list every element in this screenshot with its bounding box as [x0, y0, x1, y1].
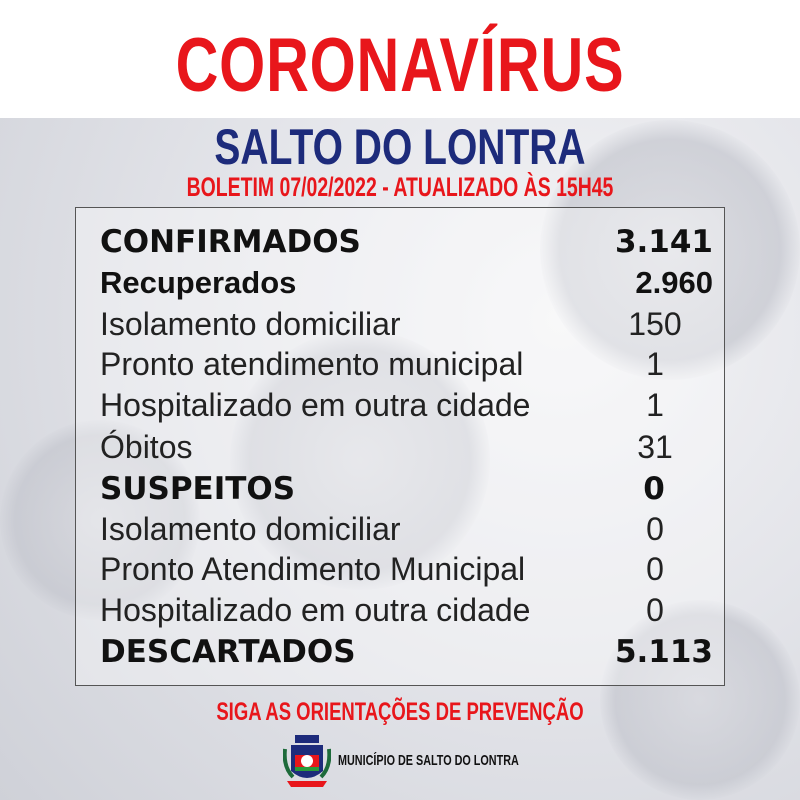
row-value: 3.141 [614, 223, 713, 260]
virus-background-shape [600, 600, 800, 800]
row-isolamento: Isolamento domiciliar 150 [100, 304, 715, 345]
virus-background-shape [540, 120, 800, 380]
row-label: CONFIRMADOS [100, 223, 361, 260]
row-label: SUSPEITOS [100, 470, 296, 507]
row-label: Hospitalizado em outra cidade [100, 592, 531, 628]
row-label: DESCARTADOS [100, 633, 356, 670]
row-recuperados: Recuperados 2.960 [100, 262, 715, 303]
row-value: 31 [637, 429, 673, 465]
row-label: Óbitos [100, 429, 193, 465]
row-value: 0 [643, 470, 665, 507]
city-name: SALTO DO LONTRA [214, 119, 586, 175]
municipality-name: MUNICÍPIO DE SALTO DO LONTRA [338, 752, 519, 769]
row-confirmados: CONFIRMADOS 3.141 [100, 221, 715, 262]
row-obitos: Óbitos 31 [100, 427, 715, 468]
row-value: 1 [646, 346, 664, 382]
row-label: Isolamento domiciliar [100, 511, 401, 547]
row-susp-pronto-atendimento: Pronto Atendimento Municipal 0 [100, 549, 715, 590]
row-pronto-atendimento: Pronto atendimento municipal 1 [100, 344, 715, 385]
row-value: 5.113 [614, 633, 713, 670]
row-value: 0 [646, 551, 664, 587]
virus-background-shape [0, 420, 200, 620]
coat-of-arms-icon [283, 735, 331, 787]
page-title: CORONAVÍRUS [175, 23, 625, 108]
row-susp-isolamento: Isolamento domiciliar 0 [100, 509, 715, 550]
bulletin-date: BOLETIM 07/02/2022 - ATUALIZADO ÀS 15H45 [186, 172, 614, 202]
row-label: Recuperados [100, 264, 297, 300]
row-label: Hospitalizado em outra cidade [100, 387, 531, 423]
row-value: 1 [646, 387, 664, 423]
header-band [0, 0, 800, 118]
row-value: 0 [646, 511, 664, 547]
row-descartados: DESCARTADOS 5.113 [100, 631, 715, 672]
row-value: 150 [628, 306, 682, 342]
row-susp-hospitalizado: Hospitalizado em outra cidade 0 [100, 590, 715, 631]
row-value: 2.960 [635, 264, 713, 300]
row-hospitalizado: Hospitalizado em outra cidade 1 [100, 385, 715, 426]
row-label: Pronto atendimento municipal [100, 346, 524, 382]
row-value: 0 [646, 592, 664, 628]
stats-table: CONFIRMADOS 3.141 Recuperados 2.960 Isolam… [75, 207, 725, 686]
prevention-slogan: SIGA AS ORIENTAÇÕES DE PREVENÇÃO [216, 698, 584, 726]
row-label: Pronto Atendimento Municipal [100, 551, 526, 587]
virus-background-shape [230, 330, 490, 590]
row-suspeitos: SUSPEITOS 0 [100, 468, 715, 509]
row-label: Isolamento domiciliar [100, 306, 401, 342]
